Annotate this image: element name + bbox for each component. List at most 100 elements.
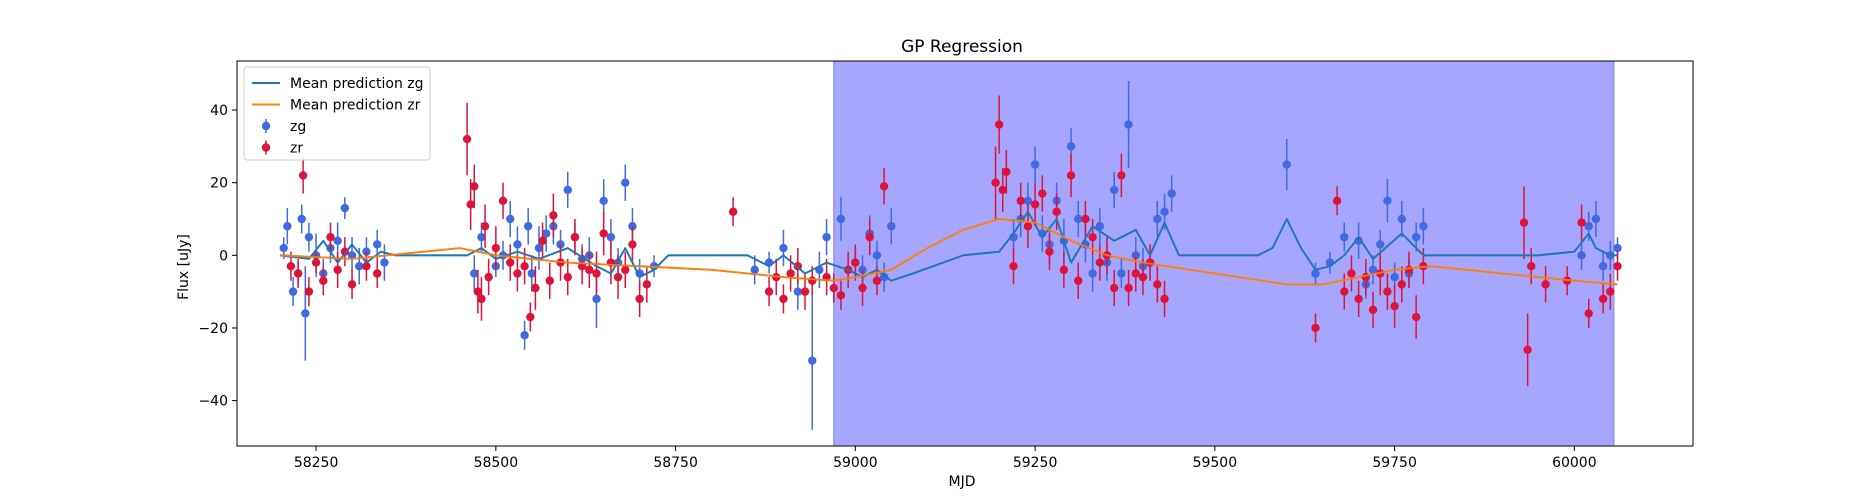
y-axis-title: Flux [uJy]	[176, 234, 192, 300]
point-zg	[1160, 207, 1169, 216]
point-zr	[470, 182, 479, 191]
point-zr	[1074, 276, 1083, 285]
point-zr	[1038, 189, 1047, 198]
point-zg	[808, 356, 817, 365]
point-zg	[606, 232, 616, 242]
point-zr	[1311, 323, 1320, 333]
point-zr	[1009, 262, 1018, 271]
y-tick-label: 40	[210, 103, 228, 119]
point-zr	[526, 312, 535, 322]
point-zr	[1523, 345, 1532, 354]
point-zg	[1411, 232, 1421, 242]
point-zr	[333, 265, 342, 275]
point-zr	[851, 258, 860, 267]
point-zg	[347, 251, 357, 260]
point-zg	[1591, 214, 1601, 224]
point-zr	[991, 178, 1000, 187]
point-zr	[1153, 280, 1162, 289]
point-zg	[1153, 214, 1162, 224]
x-tick-label: 59500	[1193, 455, 1238, 471]
point-zr	[1081, 214, 1090, 224]
point-zr	[304, 287, 314, 296]
shaded-region	[833, 61, 1615, 446]
x-tick-label: 58250	[294, 455, 339, 471]
point-zg	[779, 243, 788, 253]
point-zg	[279, 243, 288, 253]
point-zg	[373, 240, 382, 249]
point-zg	[1340, 232, 1349, 242]
point-zr	[1023, 222, 1033, 231]
point-zg	[872, 251, 882, 260]
legend-label-mean-prediction-zr: Mean prediction zr	[290, 98, 421, 114]
point-zr	[1124, 283, 1133, 293]
point-zg	[1167, 189, 1176, 198]
point-zg	[621, 178, 630, 187]
point-zg	[304, 232, 314, 242]
point-zr	[1527, 262, 1536, 271]
x-tick-label: 58500	[474, 455, 519, 471]
point-zr	[531, 283, 540, 293]
legend-marker-zr	[261, 143, 271, 152]
point-zr	[1016, 196, 1025, 206]
point-zr	[764, 287, 774, 296]
point-zr	[1002, 167, 1011, 176]
chart-title: GP Regression	[901, 37, 1023, 57]
point-zr	[998, 185, 1007, 195]
point-zg	[506, 214, 515, 224]
point-zr	[1368, 305, 1378, 314]
point-zr	[1052, 207, 1061, 216]
point-zr	[1160, 294, 1169, 304]
point-zr	[786, 269, 795, 278]
point-zg	[879, 272, 889, 282]
point-zr	[1117, 171, 1126, 180]
point-zr	[1045, 247, 1054, 256]
point-zr	[1613, 262, 1622, 271]
legend-marker-zg	[261, 121, 271, 131]
point-zr	[473, 287, 483, 296]
point-zg	[1598, 262, 1608, 271]
point-zg	[470, 269, 479, 278]
point-zr	[1577, 218, 1586, 227]
point-zg	[1368, 265, 1378, 275]
point-zr	[1030, 200, 1040, 209]
point-zr	[286, 262, 296, 271]
point-zg	[1376, 240, 1385, 249]
point-zr	[728, 207, 738, 216]
x-axis-title: MJD	[949, 474, 976, 490]
point-zg	[1124, 120, 1133, 129]
point-zr	[466, 200, 475, 209]
point-zr	[585, 265, 594, 275]
point-zg	[301, 309, 310, 318]
point-zg	[563, 185, 572, 195]
point-zr	[879, 182, 889, 191]
point-zg	[1074, 214, 1083, 224]
y-tick-label: −40	[198, 394, 228, 410]
point-zr	[865, 232, 874, 242]
legend: Mean prediction zg Mean prediction zr zg zr	[243, 66, 431, 161]
point-zr	[1584, 309, 1593, 318]
point-zr	[545, 276, 554, 285]
point-zg	[524, 222, 533, 231]
point-zr	[872, 276, 882, 285]
point-zg	[1390, 272, 1399, 282]
point-zg	[513, 240, 522, 249]
point-zr	[994, 120, 1004, 129]
point-zg	[527, 269, 536, 278]
point-zr	[1109, 283, 1119, 293]
point-zr	[808, 276, 817, 285]
point-zr	[513, 269, 522, 278]
point-zr	[480, 222, 490, 231]
point-zr	[1088, 232, 1097, 242]
line-overlay-mean-prediction-zr	[280, 218, 1618, 286]
point-zr	[599, 229, 608, 238]
x-tick-label: 60000	[1552, 455, 1597, 471]
point-zr	[829, 283, 838, 293]
point-zr	[1598, 294, 1608, 304]
point-zg	[599, 196, 608, 206]
point-zr	[462, 134, 472, 144]
point-zr	[373, 269, 382, 278]
point-zr	[1404, 265, 1414, 275]
point-zg	[288, 287, 298, 296]
point-zg	[1419, 222, 1428, 231]
point-zr	[538, 236, 547, 245]
